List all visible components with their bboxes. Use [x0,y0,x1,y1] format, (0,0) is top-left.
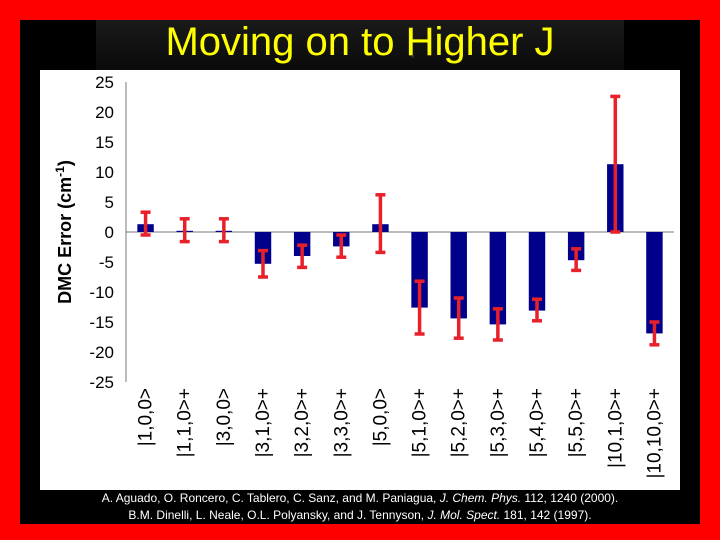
y-axis-title-close: ) [55,160,75,166]
y-tick-label: -25 [89,373,114,392]
category-label: |5,4,0>+ [527,388,548,457]
citation-2-volume: 181, 142 (1997). [500,508,592,522]
error-bars-group [140,94,660,347]
citation-2-journal: J. Mol. Spect. [427,508,501,522]
y-axis-title-main: DMC Error (cm [55,177,75,304]
y-tick-label: 25 [95,73,114,92]
y-axis-label: DMC Error (cm-1) [53,160,75,304]
y-tick-label: -15 [89,313,114,332]
citation-block: A. Aguado, O. Roncero, C. Tablero, C. Sa… [40,490,680,524]
citation-1-volume: 112, 1240 (2000). [521,491,619,505]
y-tick-label: -5 [99,253,114,272]
category-label: |5,1,0>+ [410,388,431,457]
bar [567,232,585,261]
title-background [96,20,624,72]
y-axis-title: DMC Error (cm-1) [53,160,75,304]
category-label: |3,0,0> [214,388,235,446]
y-tick-label: -10 [89,283,114,302]
red-frame-bottom [0,524,720,540]
category-label: |10,10,0>+ [644,388,665,479]
citation-1-journal: J. Chem. Phys. [439,491,522,505]
category-label: |5,2,0>+ [449,388,470,457]
y-tick-label: 15 [95,133,114,152]
category-label: |1,1,0>+ [175,388,196,457]
y-tick-label: -20 [89,343,114,362]
y-tick-label: 10 [95,163,114,182]
bar [528,232,546,311]
category-label: |3,3,0>+ [331,388,352,457]
y-axis-title-superscript: -1 [53,166,67,177]
y-tick-label: 5 [105,193,114,212]
category-label: |1,0,0> [136,388,157,446]
citation-1-authors: A. Aguado, O. Roncero, C. Tablero, C. Sa… [101,491,440,505]
category-label: |5,5,0>+ [566,388,587,457]
red-frame-right [700,0,720,540]
category-label: |5,0,0> [370,388,391,446]
bars-group [137,164,663,334]
y-tick-label: 0 [105,223,114,242]
bar [254,232,272,264]
chart-panel: DMC Error (cm-1) 25 20 15 10 5 0 -5 -10 -15 -20 -2… [40,70,680,490]
red-frame-left [0,0,20,540]
category-labels: |1,0,0> |1,1,0>+ |3,0,0> |3,1,0>+ |3,2,0>+ |3… [136,388,666,479]
bar [489,232,507,325]
y-tick-label: 20 [95,103,114,122]
y-tick-labels: 25 20 15 10 5 0 -5 -10 -15 -20 -25 [89,73,114,392]
bar [411,232,428,308]
category-label: |5,3,0>+ [488,388,509,457]
category-label: |3,1,0>+ [253,388,274,457]
bar-chart: DMC Error (cm-1) 25 20 15 10 5 0 -5 -10 -15 -20 -2… [53,73,674,479]
category-label: |3,2,0>+ [292,388,313,457]
citation-2-authors: B.M. Dinelli, L. Neale, O.L. Polyansky, … [128,508,428,522]
slide-title: Moving on to Higher J [165,20,555,64]
citation-line-1: A. Aguado, O. Roncero, C. Tablero, C. Sa… [40,490,680,507]
bar [646,232,663,334]
citation-line-2: B.M. Dinelli, L. Neale, O.L. Polyansky, … [40,507,680,524]
red-frame-top [0,0,720,20]
category-label: |10,1,0>+ [605,388,626,468]
